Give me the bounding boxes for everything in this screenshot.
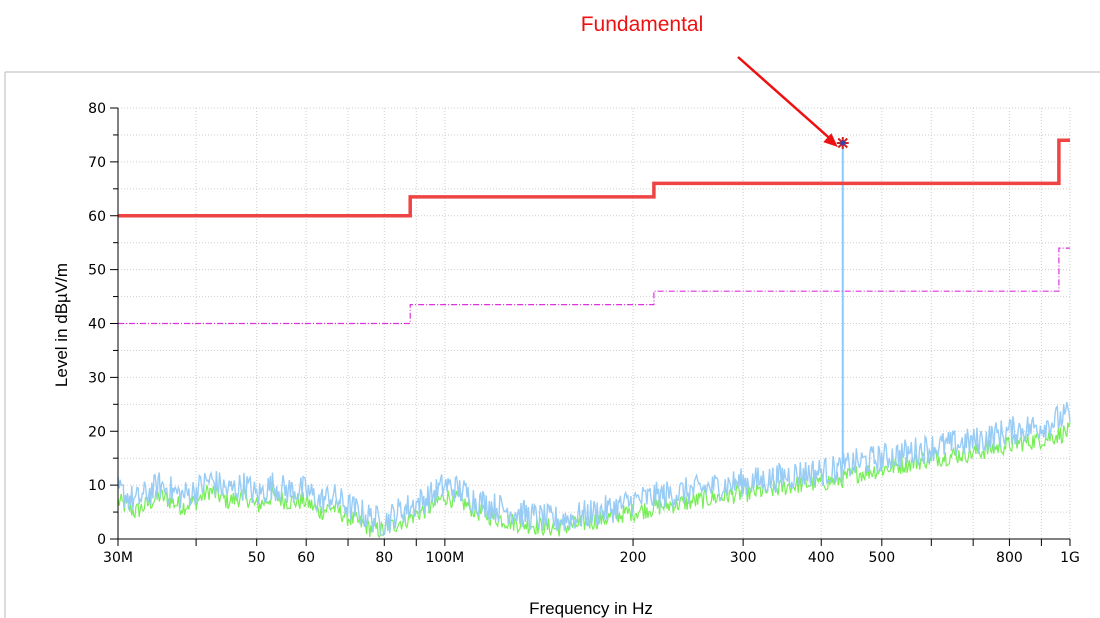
limit-line-dashed bbox=[118, 247, 1070, 325]
x-tick-label: 500 bbox=[868, 550, 895, 566]
x-tick-label: 80 bbox=[375, 550, 393, 566]
y-tick-label: 10 bbox=[88, 478, 106, 494]
x-tick-label: 50 bbox=[248, 550, 266, 566]
limit-line bbox=[118, 138, 1070, 218]
peak-marker-dot bbox=[840, 140, 846, 146]
annotation-group: Fundamental bbox=[581, 13, 838, 147]
peak-trace bbox=[117, 401, 1071, 536]
x-tick-label: 100M bbox=[425, 550, 464, 566]
tick-labels: 0 10 20 30 40 50 60 70 80 30M 50 60 80 100M 200 300 400 5… bbox=[88, 101, 1080, 566]
annotation-arrow-line bbox=[737, 56, 834, 142]
x-tick-label: 800 bbox=[996, 550, 1023, 566]
grid bbox=[117, 107, 1071, 540]
y-tick-label: 30 bbox=[88, 370, 106, 386]
axes bbox=[110, 107, 1071, 546]
y-tick-label: 20 bbox=[88, 424, 106, 440]
average-trace bbox=[117, 422, 1071, 539]
x-tick-label: 30M bbox=[103, 550, 133, 566]
annotation-arrow-head bbox=[823, 133, 838, 147]
y-tick-label: 70 bbox=[88, 155, 106, 171]
y-axis-title: Level in dBµV/m bbox=[52, 263, 71, 387]
x-tick-label: 300 bbox=[730, 550, 757, 566]
x-tick-label: 400 bbox=[808, 550, 835, 566]
y-tick-label: 60 bbox=[88, 209, 106, 225]
x-tick-label: 1G bbox=[1060, 550, 1080, 566]
x-tick-label: 60 bbox=[297, 550, 315, 566]
series-group bbox=[117, 137, 1071, 539]
x-axis-title: Frequency in Hz bbox=[529, 599, 653, 618]
y-tick-label: 0 bbox=[97, 532, 106, 548]
x-tick-label: 200 bbox=[620, 550, 647, 566]
y-tick-label: 40 bbox=[88, 317, 106, 333]
y-tick-label: 80 bbox=[88, 101, 106, 117]
y-tick-label: 50 bbox=[88, 263, 106, 279]
fundamental-annotation: Fundamental bbox=[581, 13, 704, 36]
peak-marker bbox=[836, 137, 849, 150]
